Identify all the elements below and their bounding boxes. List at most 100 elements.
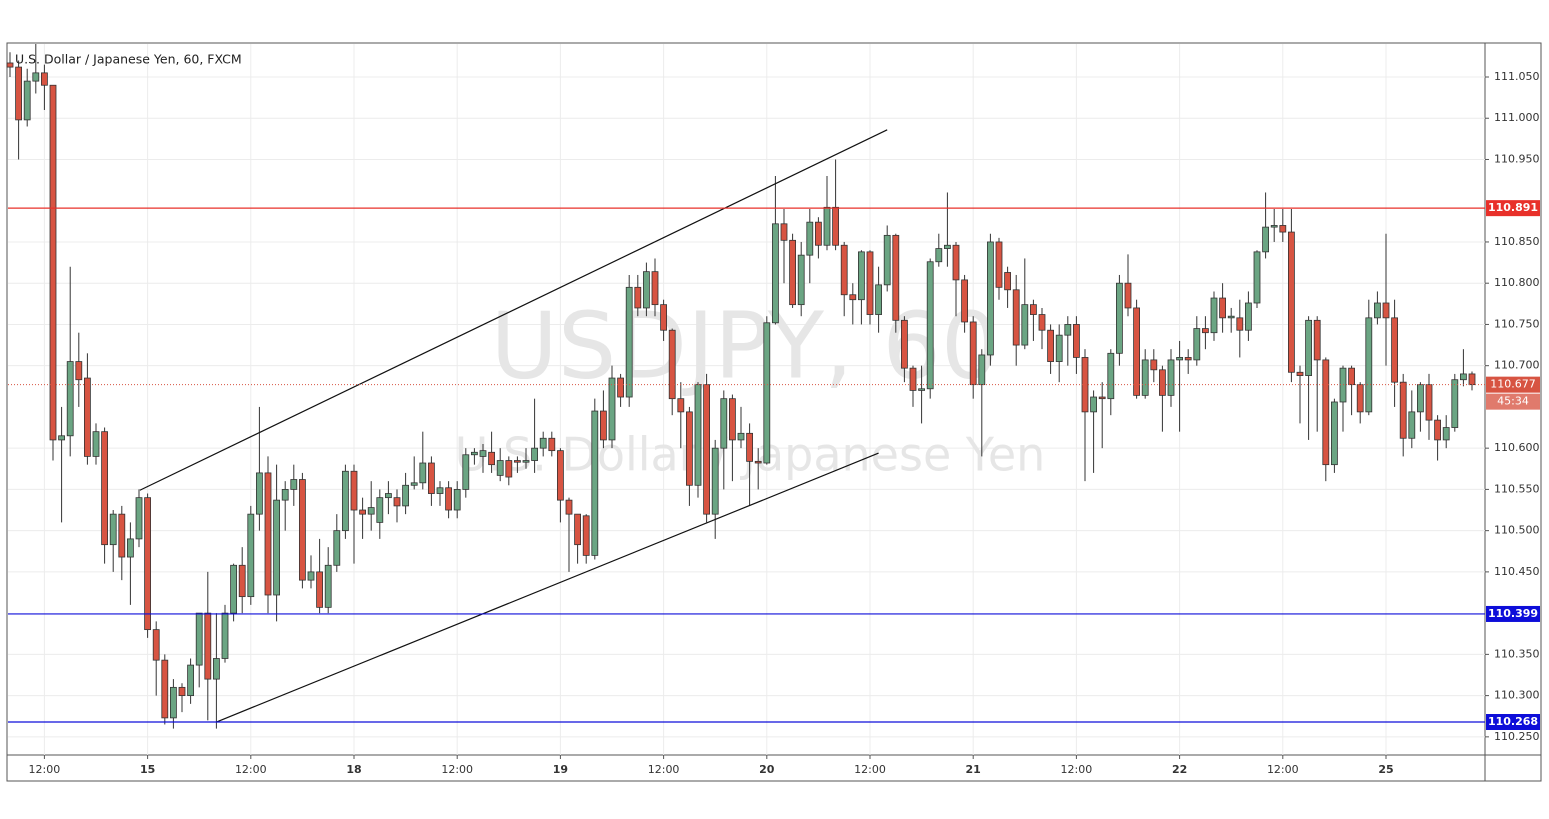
level-label: 110.399: [1488, 607, 1538, 620]
candle-body: [49, 84, 57, 441]
candle-body: [488, 451, 496, 466]
candle-body: [522, 460, 530, 463]
candle-body: [1090, 396, 1097, 413]
y-tick-label: 111.050: [1494, 70, 1540, 83]
candle-body: [221, 612, 229, 659]
y-tick-label: 110.450: [1494, 565, 1540, 578]
candle-body: [987, 241, 994, 356]
y-tick-label: 110.800: [1494, 276, 1540, 289]
level-label-box: [1486, 605, 1540, 622]
candle-body: [127, 538, 134, 558]
candle-body: [169, 686, 177, 719]
candle-body: [1219, 297, 1226, 319]
candle-body: [1374, 302, 1381, 319]
y-tick-label: 110.300: [1494, 689, 1540, 702]
candle-body: [436, 487, 444, 494]
candle-body: [144, 497, 152, 631]
candle-body: [1184, 357, 1192, 361]
candle-body: [135, 497, 143, 540]
candle-body: [445, 487, 453, 511]
candle-body: [1322, 359, 1330, 466]
candle-body: [101, 431, 108, 546]
candle-body: [1417, 384, 1424, 413]
x-tick-label: 12:00: [648, 763, 680, 776]
candle-body: [1245, 302, 1252, 331]
candle-body: [1425, 384, 1433, 421]
candle-body: [1107, 352, 1115, 400]
level-label: 110.891: [1488, 201, 1538, 214]
candle-body: [238, 564, 246, 598]
y-tick-label: 110.850: [1494, 235, 1540, 248]
y-tick-label: 110.550: [1494, 482, 1540, 495]
candle-body: [324, 564, 332, 608]
candle-body: [1262, 226, 1269, 253]
candle-body: [539, 437, 547, 449]
x-tick-label: 21: [966, 763, 981, 776]
candle-body: [419, 462, 427, 484]
x-tick-label: 12:00: [1061, 763, 1093, 776]
candle-body: [531, 447, 538, 461]
candle-body: [582, 515, 590, 556]
candle-body: [1434, 419, 1441, 441]
countdown-box: [1486, 393, 1540, 410]
candle-body: [772, 223, 779, 324]
candle-body: [178, 686, 186, 697]
y-tick-label: 110.250: [1494, 730, 1540, 743]
candle-body: [264, 472, 272, 596]
candle-body: [625, 286, 633, 398]
candle-body: [1270, 225, 1278, 228]
candle-body: [1331, 401, 1338, 466]
candle-body: [935, 248, 943, 263]
candle-body: [6, 62, 14, 68]
last-price-label: 110.677: [1490, 378, 1536, 391]
candle-body: [1141, 359, 1149, 396]
candle-body: [557, 450, 564, 501]
candle-body: [212, 658, 220, 680]
candle-body: [608, 377, 616, 441]
candle-body: [548, 437, 556, 452]
candle-body: [161, 659, 169, 719]
candle-body: [350, 470, 358, 511]
candle-body: [901, 319, 908, 369]
candle-body: [367, 507, 375, 515]
candle-body: [1236, 317, 1244, 331]
candle-body: [1124, 282, 1132, 309]
candle-body: [643, 271, 650, 309]
candle-body: [1004, 272, 1011, 291]
candle-body: [58, 435, 65, 441]
candle-body: [333, 530, 341, 566]
candle-body: [1382, 302, 1390, 319]
candle-body: [187, 664, 195, 697]
last-price-box: [1486, 376, 1540, 393]
axes: 110.250 110.300 110.350 110.450 110.500 110.5…: [29, 70, 1540, 776]
candle-body: [1116, 282, 1123, 354]
candle-body: [1313, 319, 1321, 361]
candle-body: [1047, 329, 1054, 362]
candle-body: [92, 431, 100, 457]
candle-body: [1159, 369, 1166, 396]
x-tick-label: 22: [1172, 763, 1187, 776]
candle-body: [668, 329, 676, 400]
candle-body: [307, 571, 315, 581]
candle-body: [204, 612, 212, 680]
candle-body: [1021, 304, 1029, 346]
candle-body: [651, 271, 659, 306]
candle-body: [1460, 373, 1467, 381]
x-tick-label: 12:00: [441, 763, 473, 776]
candle-body: [15, 66, 23, 121]
candle-body: [1288, 231, 1295, 373]
candle-body: [995, 241, 1003, 288]
candle-body: [1202, 328, 1209, 334]
candle-body: [763, 322, 771, 464]
candle-body: [737, 432, 745, 441]
chart-title: U.S. Dollar / Japanese Yen, 60, FXCM: [15, 52, 242, 67]
candle-body: [341, 470, 349, 532]
candle-body: [402, 484, 410, 507]
candle-body: [660, 304, 667, 331]
y-tick-label: 110.500: [1494, 524, 1540, 537]
candle-body: [281, 489, 289, 501]
candle-body: [453, 489, 461, 511]
candle-body: [686, 411, 693, 486]
candle-body: [1012, 289, 1020, 346]
